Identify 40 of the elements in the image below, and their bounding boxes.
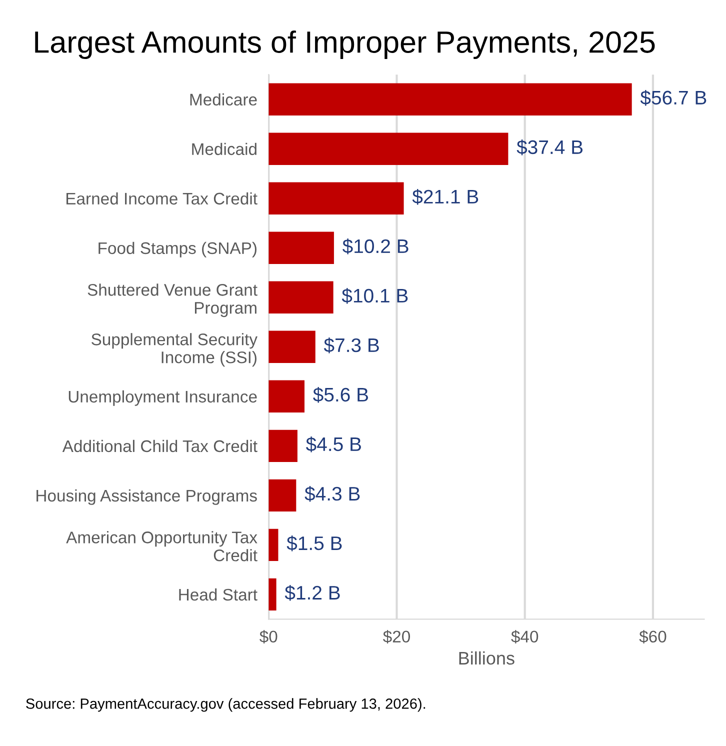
y-tick-label: American Opportunity Tax Credit bbox=[66, 531, 258, 562]
data-label: $37.4 B bbox=[516, 139, 583, 156]
x-tick-label: $40 bbox=[511, 630, 538, 644]
bar bbox=[268, 578, 276, 611]
data-label: $21.1 B bbox=[412, 189, 478, 205]
data-label: $1.2 B bbox=[284, 585, 340, 601]
y-tick-label: Supplemental Security Income (SSI) bbox=[92, 333, 258, 367]
bar bbox=[268, 232, 334, 264]
bar bbox=[268, 83, 632, 116]
y-tick-label: Unemployment Insurance bbox=[68, 390, 257, 406]
x-tick-label: $20 bbox=[383, 630, 410, 644]
bar bbox=[268, 330, 316, 363]
bar bbox=[268, 281, 334, 314]
x-axis-title: Billions bbox=[459, 651, 514, 665]
x-tick-label: $0 bbox=[260, 630, 278, 644]
data-label: $7.3 B bbox=[324, 338, 379, 354]
y-tick-label: Shuttered Venue Grant Program bbox=[88, 284, 258, 318]
y-tick-label: Housing Assistance Programs bbox=[36, 489, 257, 505]
data-label: $10.1 B bbox=[342, 288, 408, 304]
y-tick-label: Additional Child Tax Credit bbox=[62, 440, 258, 452]
y-tick-label: Earned Income Tax Credit bbox=[66, 192, 258, 205]
x-tick-label: $60 bbox=[639, 630, 666, 644]
bar bbox=[268, 132, 508, 165]
bar bbox=[268, 380, 304, 412]
bar bbox=[268, 479, 296, 512]
bar bbox=[268, 528, 278, 562]
y-tick-label: Head Start bbox=[179, 588, 258, 601]
source-note: Source: PaymentAccuracy.gov (accessed February 13, 2026). bbox=[26, 698, 426, 712]
data-label: $1.5 B bbox=[286, 536, 342, 552]
y-tick-label: Medicaid bbox=[192, 142, 256, 156]
data-label: $4.3 B bbox=[304, 486, 360, 502]
bar bbox=[268, 430, 298, 462]
data-label: $4.5 B bbox=[306, 436, 361, 452]
y-tick-label: Food Stamps (SNAP) bbox=[98, 242, 256, 258]
bar bbox=[268, 182, 404, 214]
chart-title: Largest Amounts of Improper Payments, 2025 bbox=[35, 30, 655, 59]
data-label: $5.6 B bbox=[313, 387, 368, 403]
y-tick-label: Medicare bbox=[190, 93, 257, 106]
data-label: $10.2 B bbox=[342, 238, 408, 254]
data-label: $56.7 B bbox=[640, 90, 706, 106]
